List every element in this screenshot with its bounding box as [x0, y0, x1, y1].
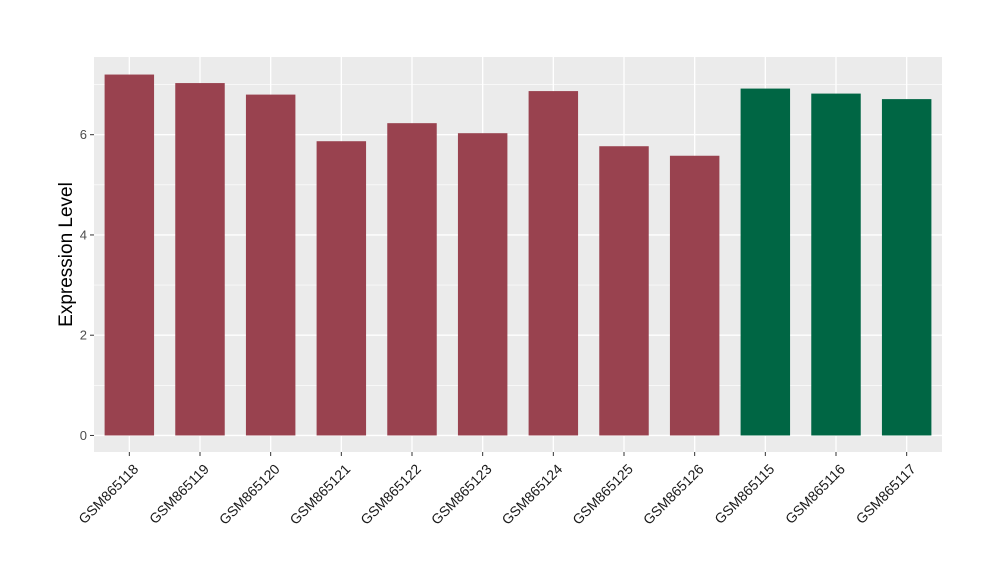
y-axis: 0 2 4 6 [80, 127, 94, 443]
bar-GSM865123 [457, 133, 508, 436]
x-tick-label: GSM865119 [146, 461, 212, 527]
x-tick-label: GSM865118 [75, 461, 141, 527]
bar-GSM865118 [104, 74, 155, 436]
bar-GSM865119 [175, 83, 225, 436]
bar-GSM865124 [528, 91, 579, 436]
y-tick-label: 6 [80, 127, 87, 142]
bars-group [104, 74, 932, 436]
x-tick-label: GSM865126 [640, 461, 707, 528]
x-tick-label: GSM865122 [357, 461, 424, 528]
x-axis: GSM865118 GSM865119 GSM865120 GSM865121 GSM8… [75, 452, 919, 528]
x-tick-label: GSM865121 [286, 461, 353, 528]
y-axis-title: Expression Level [56, 182, 77, 327]
bar-GSM865117 [881, 99, 932, 436]
x-tick-label: GSM865124 [498, 461, 565, 528]
y-tick-label: 4 [80, 227, 87, 242]
x-tick-label: GSM865125 [569, 461, 636, 528]
bar-GSM865125 [599, 146, 649, 436]
y-tick-label: 2 [80, 328, 87, 343]
x-tick-label: GSM865115 [711, 461, 777, 527]
x-tick-label: GSM865120 [216, 461, 283, 528]
x-tick-label: GSM865116 [782, 461, 848, 527]
minor-gridlines [94, 84, 942, 386]
bar-GSM865121 [316, 141, 367, 436]
y-tick-label: 0 [80, 428, 87, 443]
x-tick-label: GSM865123 [428, 461, 495, 528]
bar-GSM865126 [669, 155, 720, 436]
plot-panel [94, 57, 942, 452]
bar-GSM865116 [811, 93, 861, 436]
x-tick-label: GSM865117 [853, 461, 919, 527]
bar-GSM865122 [387, 123, 437, 436]
bar-GSM865115 [740, 88, 791, 436]
bar-GSM865120 [245, 94, 296, 436]
